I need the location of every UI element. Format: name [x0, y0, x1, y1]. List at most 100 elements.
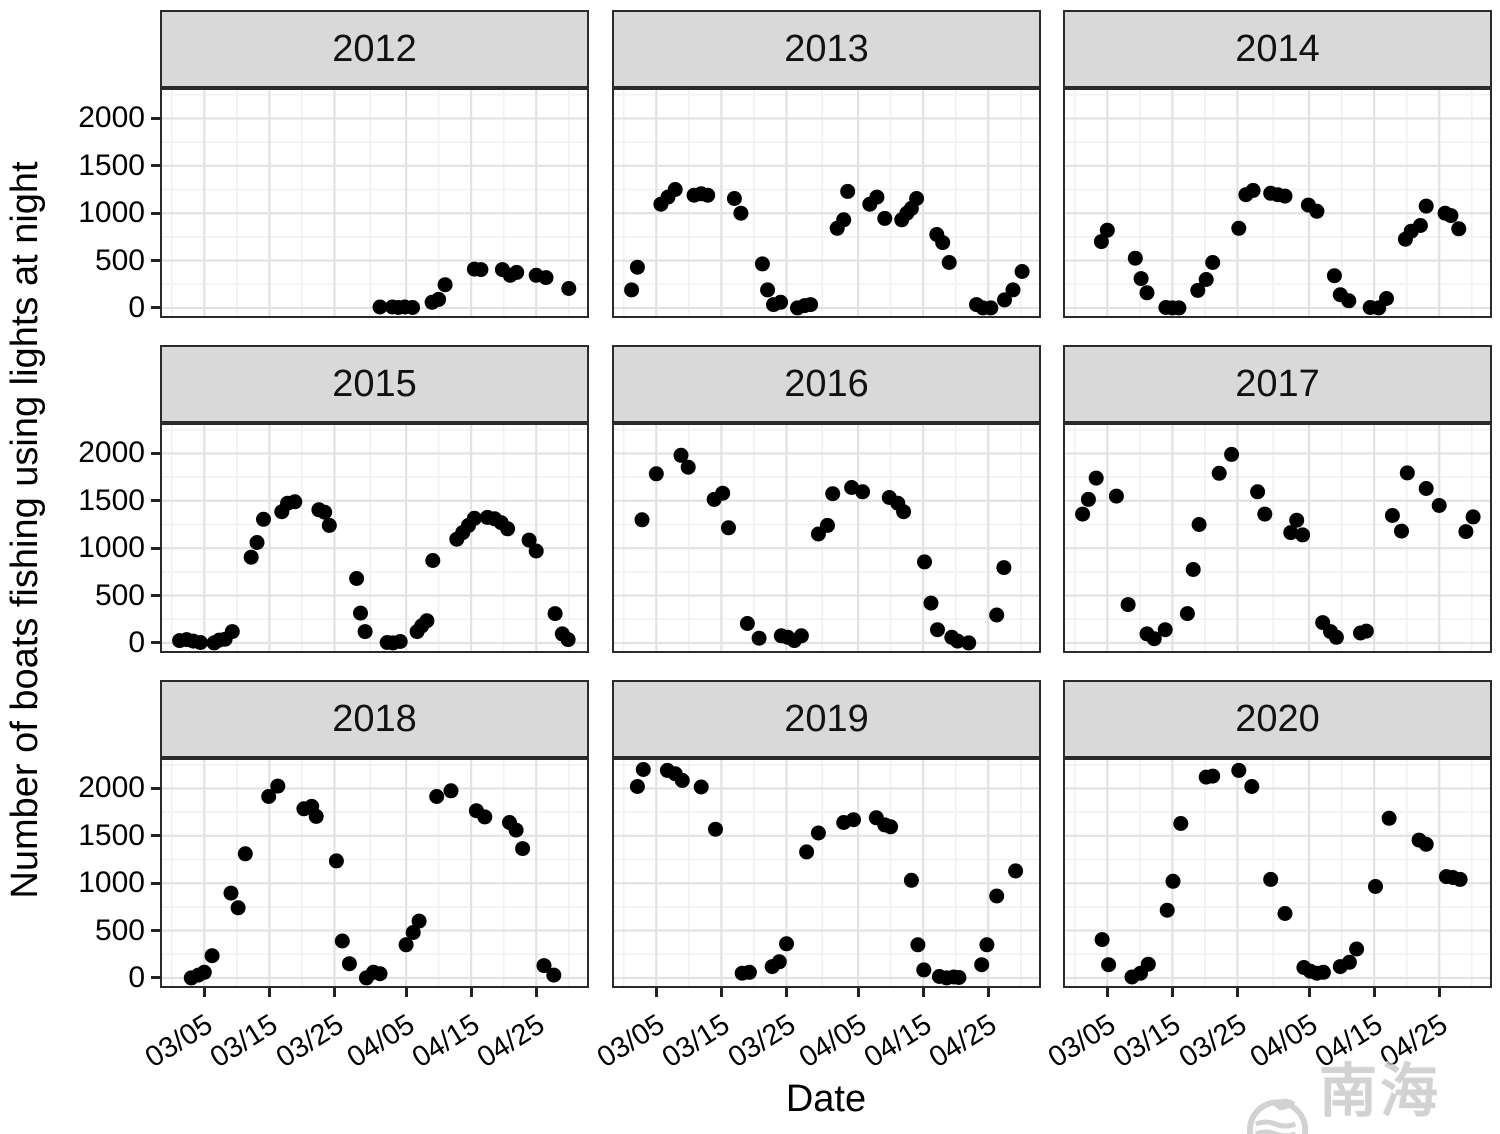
data-point [648, 466, 664, 482]
data-point [996, 560, 1012, 576]
y-tick-mark [151, 641, 160, 645]
facet-2019: 2019 03/05 03/15 03/25 04/05 04/15 04/25 [592, 680, 1041, 1074]
data-point [855, 484, 871, 500]
facet-strip: 2012 [160, 10, 589, 88]
data-point [708, 821, 723, 837]
data-point [1120, 597, 1136, 613]
data-point [1379, 291, 1394, 306]
data-point [1099, 222, 1115, 238]
facet-plot-2015 [162, 425, 587, 651]
x-tick-mark [202, 988, 206, 997]
data-point [1127, 250, 1143, 266]
x-tick-mark [654, 988, 658, 997]
data-point [1349, 941, 1365, 957]
data-point [1418, 481, 1434, 496]
x-tick-mark [404, 988, 408, 997]
data-point [1005, 282, 1021, 298]
facet-strip: 2017 [1063, 345, 1492, 423]
x-tick-mark [333, 988, 336, 997]
data-point [1094, 932, 1110, 948]
y-tick-mark [151, 929, 160, 933]
data-point [799, 844, 815, 860]
data-point [1108, 488, 1124, 504]
data-point [836, 212, 852, 228]
facet-year-label: 2020 [1235, 697, 1320, 740]
y-tick-mark [151, 259, 160, 263]
data-point [1277, 906, 1293, 921]
data-point [773, 294, 789, 310]
data-point [1358, 623, 1374, 639]
data-point [261, 789, 277, 804]
data-point [1412, 218, 1428, 233]
y-tick-label: 1500 [78, 148, 145, 182]
facet-2018: 2018 0 500 1000 1500 2000 03/05 03/15 03/25 04/05… [78, 680, 589, 1074]
data-point [974, 957, 990, 973]
x-axis-title: Date [785, 1078, 867, 1120]
data-point [1257, 506, 1273, 522]
data-point [1205, 255, 1221, 270]
data-point [1394, 523, 1409, 539]
data-point [917, 554, 932, 570]
data-point [528, 543, 544, 559]
data-point [1458, 524, 1474, 540]
data-point [1315, 964, 1331, 980]
data-point [405, 925, 421, 940]
data-point [1368, 879, 1383, 894]
facet-2020: 2020 03/05 03/15 03/25 04/05 04/15 04/25 [1043, 680, 1492, 1074]
x-tick-mark [986, 988, 990, 997]
data-point [500, 521, 516, 537]
data-point [1190, 282, 1206, 298]
data-point [405, 300, 421, 315]
data-point [431, 291, 447, 307]
y-tick-label: 0 [128, 290, 145, 324]
data-point [398, 937, 414, 953]
facet-plot-2013 [614, 90, 1039, 316]
data-point [779, 936, 794, 952]
data-point [869, 189, 885, 205]
y-tick-label: 1000 [78, 196, 145, 230]
data-point [771, 954, 787, 970]
facet-2014: 2014 [1063, 10, 1492, 318]
data-point [317, 504, 333, 520]
data-point [1211, 465, 1227, 481]
data-point [561, 281, 577, 296]
facet-strip: 2019 [612, 680, 1041, 758]
facet-2013: 2013 [612, 10, 1041, 318]
x-tick-mark [1437, 988, 1441, 997]
data-point [477, 809, 493, 825]
facet-year-label: 2017 [1235, 362, 1320, 405]
facet-strip: 2016 [612, 345, 1041, 423]
data-point [1093, 234, 1109, 250]
facet-year-label: 2016 [784, 362, 869, 405]
y-tick-label: 2000 [78, 436, 145, 470]
data-point [429, 789, 445, 804]
data-point [1341, 954, 1357, 970]
data-point [739, 616, 755, 631]
data-point [721, 520, 736, 536]
data-point [1140, 956, 1156, 972]
data-point [700, 187, 716, 203]
data-point [341, 956, 357, 972]
data-point [1245, 182, 1261, 198]
facet-2017: 2017 [1063, 345, 1492, 653]
data-point [634, 512, 650, 528]
data-point [910, 937, 926, 953]
facet-year-label: 2013 [784, 27, 869, 70]
x-tick-mark [1307, 988, 1311, 997]
data-point [1179, 606, 1195, 622]
data-point [1205, 768, 1221, 784]
data-point [1173, 816, 1189, 831]
data-point [334, 933, 350, 949]
data-point [223, 885, 239, 901]
data-point [1157, 622, 1173, 638]
data-point [840, 183, 856, 199]
data-point [997, 292, 1012, 308]
data-point [1451, 221, 1467, 237]
data-point [951, 970, 967, 985]
data-point [1326, 268, 1342, 284]
y-tick-label: 1500 [78, 483, 145, 517]
facet-year-label: 2018 [332, 697, 417, 740]
data-point [349, 571, 365, 586]
data-point [392, 634, 408, 649]
data-point [509, 264, 525, 280]
